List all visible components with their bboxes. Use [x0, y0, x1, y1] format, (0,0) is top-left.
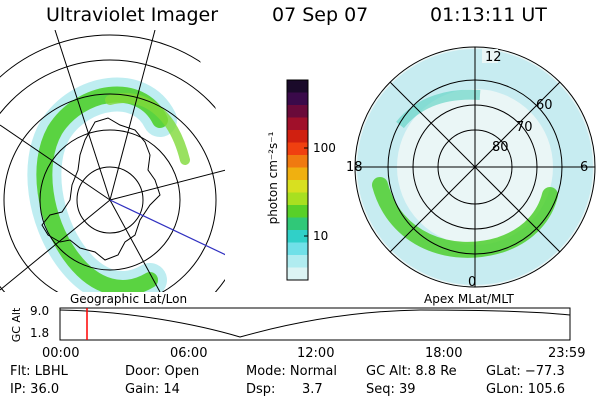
colorbar-band	[287, 130, 308, 143]
left-panel-caption: Geographic Lat/Lon	[70, 292, 188, 306]
timeline-xtick-0000: 00:00	[42, 346, 80, 361]
timeline-xtick-2359: 23:59	[548, 346, 586, 361]
image-time: 01:13:11 UT	[430, 4, 547, 26]
timeline-ylabel: GC Alt	[10, 307, 23, 342]
timeline-xtick-0600: 06:00	[170, 346, 208, 361]
colorbar-band	[287, 142, 308, 156]
colorbar-band	[287, 180, 308, 193]
colorbar-band	[287, 92, 308, 106]
coastline	[41, 117, 161, 261]
colorbar-label: photon cm⁻²s⁻¹	[266, 131, 280, 224]
mlt-label-12: 12	[485, 50, 502, 65]
altitude-curve	[59, 309, 571, 338]
colorbar-band	[287, 192, 308, 206]
right-panel-caption: Apex MLat/MLT	[424, 292, 514, 306]
geographic-map-panel	[0, 30, 225, 292]
colorbar: photon cm⁻²s⁻¹	[266, 79, 309, 281]
colorbar-gradient	[287, 80, 308, 281]
mlt-label-0: 0	[468, 275, 476, 290]
latitude-circles	[0, 34, 225, 292]
auroral-oval-upper	[396, 89, 481, 129]
timeline-xtick-1800: 18:00	[425, 346, 463, 361]
dsp-label: Dsp:	[246, 382, 276, 397]
mlat-label-70: 70	[516, 120, 533, 135]
instrument-title: Ultraviolet Imager	[46, 4, 219, 26]
colorbar-band	[287, 117, 308, 131]
mlat-label-60: 60	[536, 98, 553, 113]
mlt-label-18: 18	[346, 160, 363, 175]
ip-info: IP: 36.0	[10, 382, 60, 397]
door-info: Door: Open	[125, 364, 200, 379]
mlt-label-6: 6	[580, 160, 588, 175]
colorbar-band	[287, 267, 308, 281]
colorbar-band	[287, 167, 308, 181]
mlt-meridians	[355, 47, 595, 287]
timeline-ytick-max: 9.0	[30, 304, 50, 318]
magnetic-polar-panel: 12 18 6 0 60 70 80	[346, 46, 596, 290]
altitude-timeline: GC Alt	[10, 307, 571, 342]
colorbar-band	[287, 230, 308, 243]
timeline-frame	[59, 307, 571, 341]
auroral-oval-outer	[105, 93, 190, 165]
mlat-label-80: 80	[492, 140, 509, 155]
gc-alt-info: GC Alt: 8.8 Re	[366, 364, 457, 379]
colorbar-band	[287, 155, 308, 168]
colorbar-band	[287, 242, 308, 256]
longitude-lines	[0, 30, 225, 292]
colorbar-tick-10: 10	[313, 229, 329, 243]
image-date: 07 Sep 07	[272, 4, 369, 26]
colorbar-tick-100: 100	[313, 141, 336, 155]
colorbar-band	[287, 217, 308, 231]
colorbar-band	[287, 255, 308, 268]
glat-info: GLat: −77.3	[486, 364, 565, 379]
glon-info: GLon: 105.6	[486, 382, 566, 397]
colorbar-band	[287, 105, 308, 118]
sun-direction-line	[109, 199, 225, 256]
timeline-ytick-min: 1.8	[30, 326, 50, 340]
mode-info: Mode: Normal	[246, 364, 337, 379]
colorbar-band	[287, 80, 308, 93]
colorbar-band	[287, 205, 308, 218]
filter-info: Flt: LBHL	[10, 364, 68, 379]
auroral-oval	[372, 177, 558, 258]
timeline-xtick-1200: 12:00	[297, 346, 335, 361]
seq-info: Seq: 39	[366, 382, 416, 397]
gain-info: Gain: 14	[125, 382, 180, 397]
dsp-value: 3.7	[302, 382, 323, 397]
